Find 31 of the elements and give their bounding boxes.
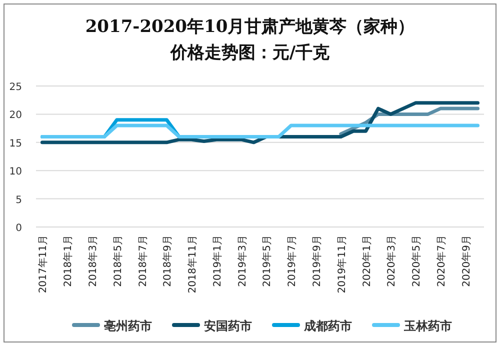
y-tick-label: 20: [9, 110, 22, 122]
x-tick-label: 2019年1月: [211, 235, 224, 287]
x-tick-label: 2020年9月: [460, 235, 472, 287]
y-tick-label: 15: [9, 138, 22, 150]
x-tick-label: 2019年3月: [236, 235, 248, 287]
x-tick-label: 2018年1月: [62, 235, 74, 287]
x-tick-label: 2018年7月: [136, 235, 149, 287]
x-tick-label: 2018年5月: [112, 235, 124, 287]
legend-label: 亳州药市: [104, 319, 152, 333]
x-tick-label: 2019年5月: [261, 235, 274, 287]
x-tick-label: 2020年5月: [410, 235, 423, 287]
x-tick-label: 2018年3月: [87, 235, 99, 287]
chart-subtitle: 价格走势图：元/千克: [169, 43, 331, 63]
x-tick-label: 2018年11月: [186, 235, 199, 294]
y-tick-label: 25: [9, 82, 22, 93]
legend-label: 安国药市: [204, 319, 252, 333]
chart-title: 2017-2020年10月甘肃产地黄芩（家种）: [85, 17, 415, 37]
x-tick-label: 2017年11月: [37, 235, 50, 294]
line-series: [40, 101, 480, 144]
x-tick-label: 2019年7月: [286, 235, 298, 287]
y-tick-label: 10: [9, 166, 22, 178]
y-tick-label: 5: [16, 194, 22, 206]
x-tick-label: 2019年11月: [336, 235, 348, 294]
legend-label: 玉林药市: [403, 319, 452, 333]
x-tick-label: 2020年7月: [435, 235, 448, 287]
x-tick-label: 2020年3月: [386, 235, 398, 287]
legend-label: 成都药市: [303, 319, 352, 333]
y-tick-label: 0: [16, 223, 22, 234]
x-tick-label: 2020年1月: [360, 235, 373, 287]
x-tick-label: 2018年9月: [162, 235, 174, 287]
x-tick-label: 2019年9月: [311, 235, 323, 287]
